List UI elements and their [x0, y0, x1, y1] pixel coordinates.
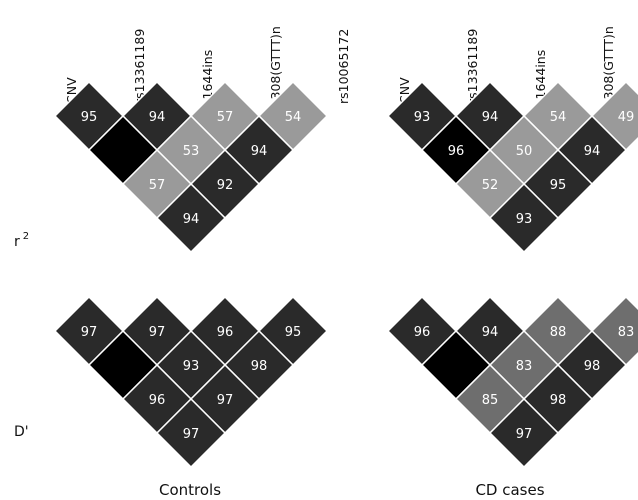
- ld-value-dprime: 96: [149, 393, 166, 408]
- ld-value-r2: 49: [618, 110, 635, 125]
- ld-value-r2: 94: [584, 144, 601, 159]
- ld-value-r2: 94: [482, 110, 499, 125]
- group-label-controls: Controls: [159, 481, 221, 499]
- ld-value-r2: 93: [414, 110, 431, 125]
- ld-value-dprime: 98: [251, 359, 268, 374]
- ld-value-r2: 54: [550, 110, 567, 125]
- ld-value-dprime: 95: [285, 325, 302, 340]
- ld-cell-dprime: [488, 397, 560, 469]
- snp-label: -308(GTTT)n: [601, 26, 616, 104]
- ld-cell-r2: [155, 182, 227, 254]
- panel-controls: CNV rs13361189 -1644ins -308(GTTT)n rs100651…: [53, 26, 351, 469]
- row-label-dprime: D': [14, 424, 29, 440]
- ld-value-r2: 52: [482, 178, 499, 193]
- ld-value-dprime: 97: [217, 393, 234, 408]
- snp-label: rs13361189: [465, 29, 480, 104]
- ld-value-r2: 94: [251, 144, 268, 159]
- ld-value-dprime: 94: [482, 325, 499, 340]
- ld-value-r2: 95: [550, 178, 567, 193]
- ld-value-r2: 53: [183, 144, 200, 159]
- snp-label: -1644ins: [200, 50, 215, 104]
- ld-value-dprime: 96: [217, 325, 234, 340]
- ld-value-r2: 57: [149, 178, 166, 193]
- ld-value-r2: 54: [285, 110, 302, 125]
- ld-value-r2: 94: [183, 212, 200, 227]
- ld-value-r2: 94: [149, 110, 166, 125]
- ld-value-dprime: 98: [584, 359, 601, 374]
- ld-value-dprime: 97: [149, 325, 166, 340]
- group-label-cd-cases: CD cases: [475, 481, 544, 499]
- ld-value-r2: 93: [516, 212, 533, 227]
- ld-value-r2: 50: [516, 144, 533, 159]
- snp-label: -1644ins: [533, 50, 548, 104]
- ld-value-dprime: 88: [550, 325, 567, 340]
- ld-value-r2: 95: [81, 110, 98, 125]
- ld-value-dprime: 93: [183, 359, 200, 374]
- ld-value-dprime: 97: [516, 427, 533, 442]
- ld-value-r2: 57: [217, 110, 234, 125]
- ld-cell-r2: [488, 182, 560, 254]
- ld-value-dprime: 96: [414, 325, 431, 340]
- ld-value-dprime: 98: [550, 393, 567, 408]
- ld-value-dprime: 97: [183, 427, 200, 442]
- ld-value-r2: 92: [217, 178, 234, 193]
- snp-label: rs13361189: [132, 29, 147, 104]
- ld-value-dprime: 97: [81, 325, 98, 340]
- snp-label: rs10065172: [336, 29, 351, 104]
- snp-label: -308(GTTT)n: [268, 26, 283, 104]
- ld-value-dprime: 85: [482, 393, 499, 408]
- ld-value-r2: 96: [448, 144, 465, 159]
- ld-value-dprime: 83: [516, 359, 533, 374]
- ld-value-dprime: 83: [618, 325, 635, 340]
- ld-cell-dprime: [155, 397, 227, 469]
- panel-cd-cases: CNVrs13361189-1644ins-308(GTTT)nrs100651…: [386, 26, 638, 469]
